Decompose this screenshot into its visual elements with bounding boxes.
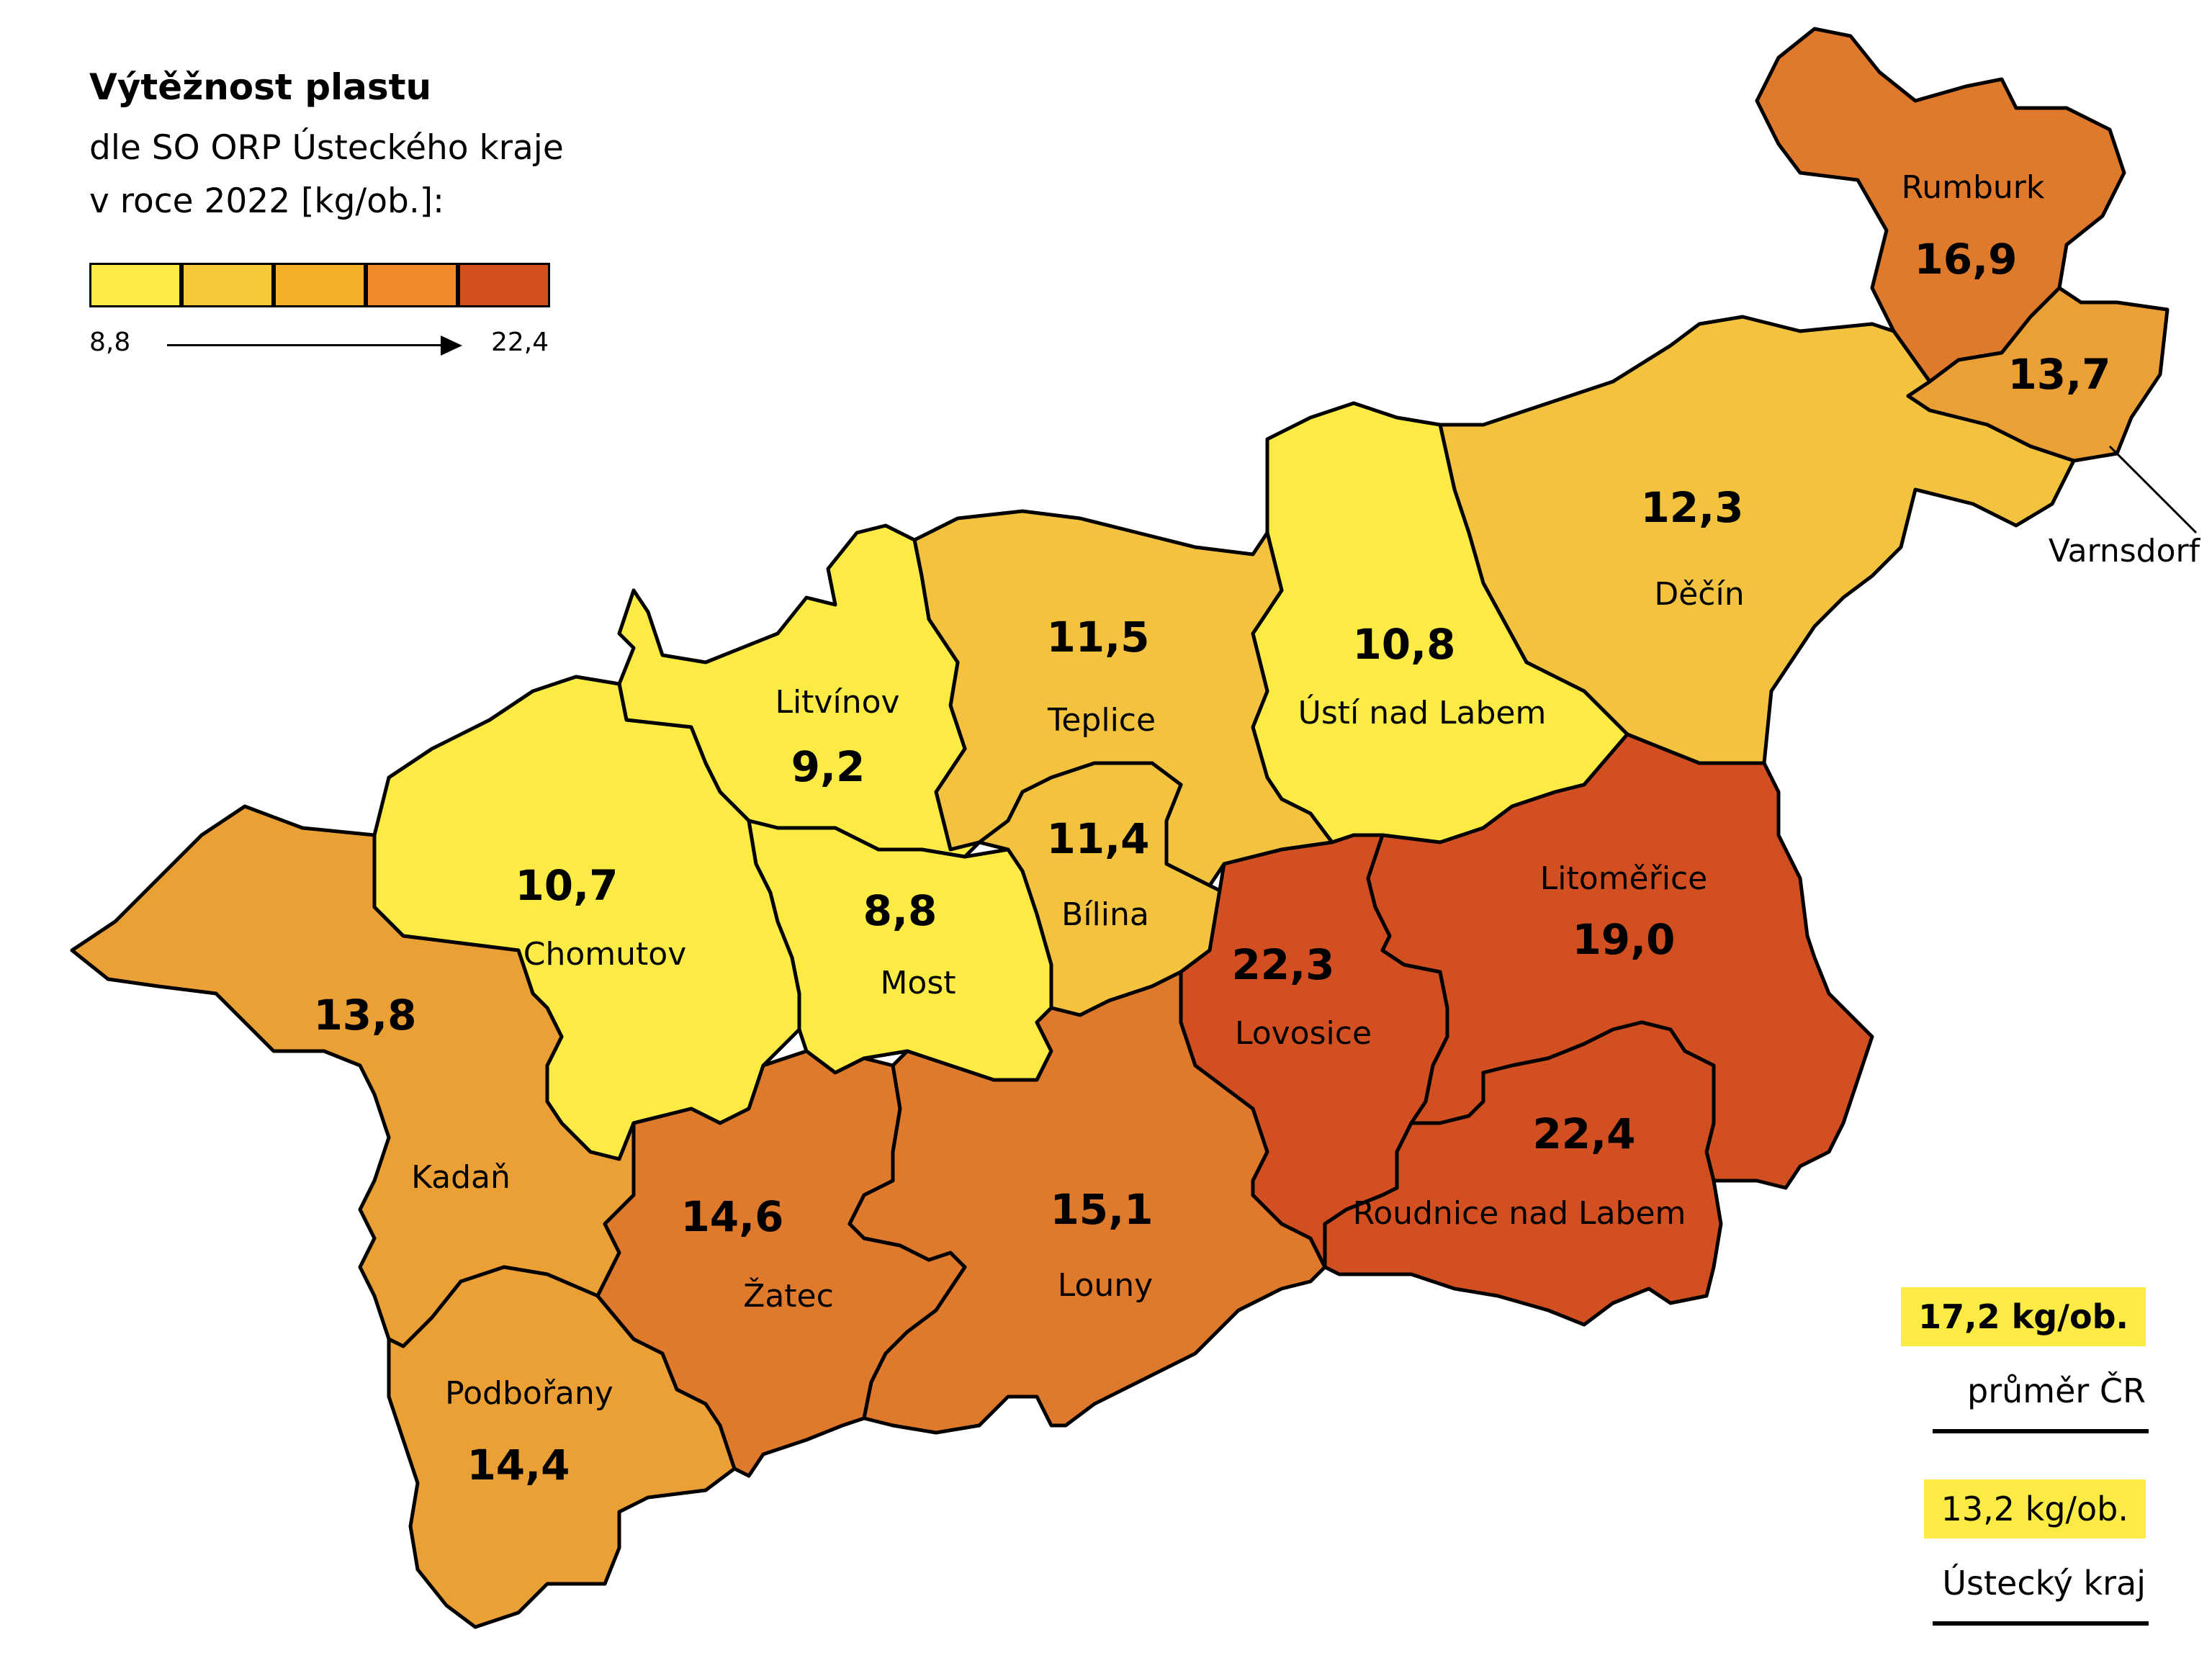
scale-arrow-line: [167, 344, 444, 346]
region-name-lovosice: Lovosice: [1235, 1015, 1372, 1052]
region-value-rumburk: 16,9: [1914, 235, 2017, 284]
region-name-podbo-any: Podbořany: [445, 1375, 613, 1412]
region-name-litv-nov: Litvínov: [775, 684, 899, 721]
scale-max-label: 22,4: [491, 328, 549, 357]
region-value-most: 8,8: [863, 886, 938, 935]
region-roudnice[interactable]: [1323, 1020, 1723, 1327]
region-name--atec: Žatec: [743, 1276, 834, 1315]
region-rumburk[interactable]: [1755, 27, 2126, 384]
region-name-varnsdorf: Varnsdorf: [2049, 533, 2201, 569]
region-value-chomutov: 10,7: [515, 861, 618, 910]
scale-box-3: [274, 263, 366, 307]
region-podborany[interactable]: [387, 1265, 737, 1629]
region-value-roudnice-nad-labem: 22,4: [1532, 1109, 1635, 1158]
region-name-chomutov: Chomutov: [523, 936, 687, 973]
scale-min-label: 8,8: [89, 328, 131, 357]
region-value-podbo-any: 14,4: [467, 1441, 570, 1490]
legend-subtitle-line2: v roce 2022 [kg/ob.]:: [89, 181, 444, 221]
region-name-louny: Louny: [1058, 1267, 1153, 1304]
kraj-average-badge: 13,2 kg/ob.: [1923, 1479, 2146, 1538]
region-value-teplice: 11,5: [1046, 613, 1149, 662]
region-value-litom-ice: 19,0: [1572, 915, 1675, 964]
region-value--atec: 14,6: [680, 1192, 783, 1241]
region-name-most: Most: [880, 965, 956, 1001]
region-name-teplice: Teplice: [1047, 702, 1156, 739]
region-value-b-lina: 11,4: [1046, 814, 1149, 863]
kraj-average-label: Ústecký kraj: [1942, 1564, 2146, 1603]
kraj-average-rule: [1933, 1621, 2149, 1626]
scale-box-4: [366, 263, 458, 307]
scale-box-2: [181, 263, 274, 307]
region-most[interactable]: [747, 819, 1053, 1082]
region-value-d-n: 12,3: [1640, 483, 1743, 532]
region-value-litv-nov: 9,2: [791, 742, 866, 791]
varnsdorf-leader-line: [2108, 445, 2198, 534]
region-value-louny: 15,1: [1050, 1185, 1153, 1234]
scale-box-1: [89, 263, 181, 307]
region-name-kada-: Kadaň: [411, 1159, 511, 1196]
legend-subtitle-line1: dle SO ORP Ústeckého kraje: [89, 128, 564, 168]
region-name-litom-ice: Litoměřice: [1540, 860, 1707, 897]
cr-average-badge: 17,2 kg/ob.: [1901, 1287, 2146, 1346]
region-value-kada-: 13,8: [313, 991, 416, 1040]
region-name-b-lina: Bílina: [1061, 896, 1149, 933]
legend-title: Výtěžnost plastu: [89, 66, 432, 108]
scale-arrow-head-icon: [441, 335, 462, 356]
region-louny[interactable]: [848, 970, 1327, 1435]
cr-average-rule: [1933, 1429, 2149, 1433]
region-name-roudnice-nad-labem: Roudnice nad Labem: [1353, 1195, 1686, 1232]
region-name--st-nad-labem: Ústí nad Labem: [1298, 693, 1547, 731]
region-name-d-n: Děčín: [1654, 576, 1744, 613]
region-value--st-nad-labem: 10,8: [1352, 620, 1455, 669]
region-name-rumburk: Rumburk: [1902, 169, 2045, 206]
cr-average-label: průměr ČR: [1967, 1371, 2146, 1410]
region-value-varnsdorf: 13,7: [2008, 350, 2110, 399]
scale-box-5: [458, 263, 550, 307]
region-value-lovosice: 22,3: [1231, 940, 1334, 989]
